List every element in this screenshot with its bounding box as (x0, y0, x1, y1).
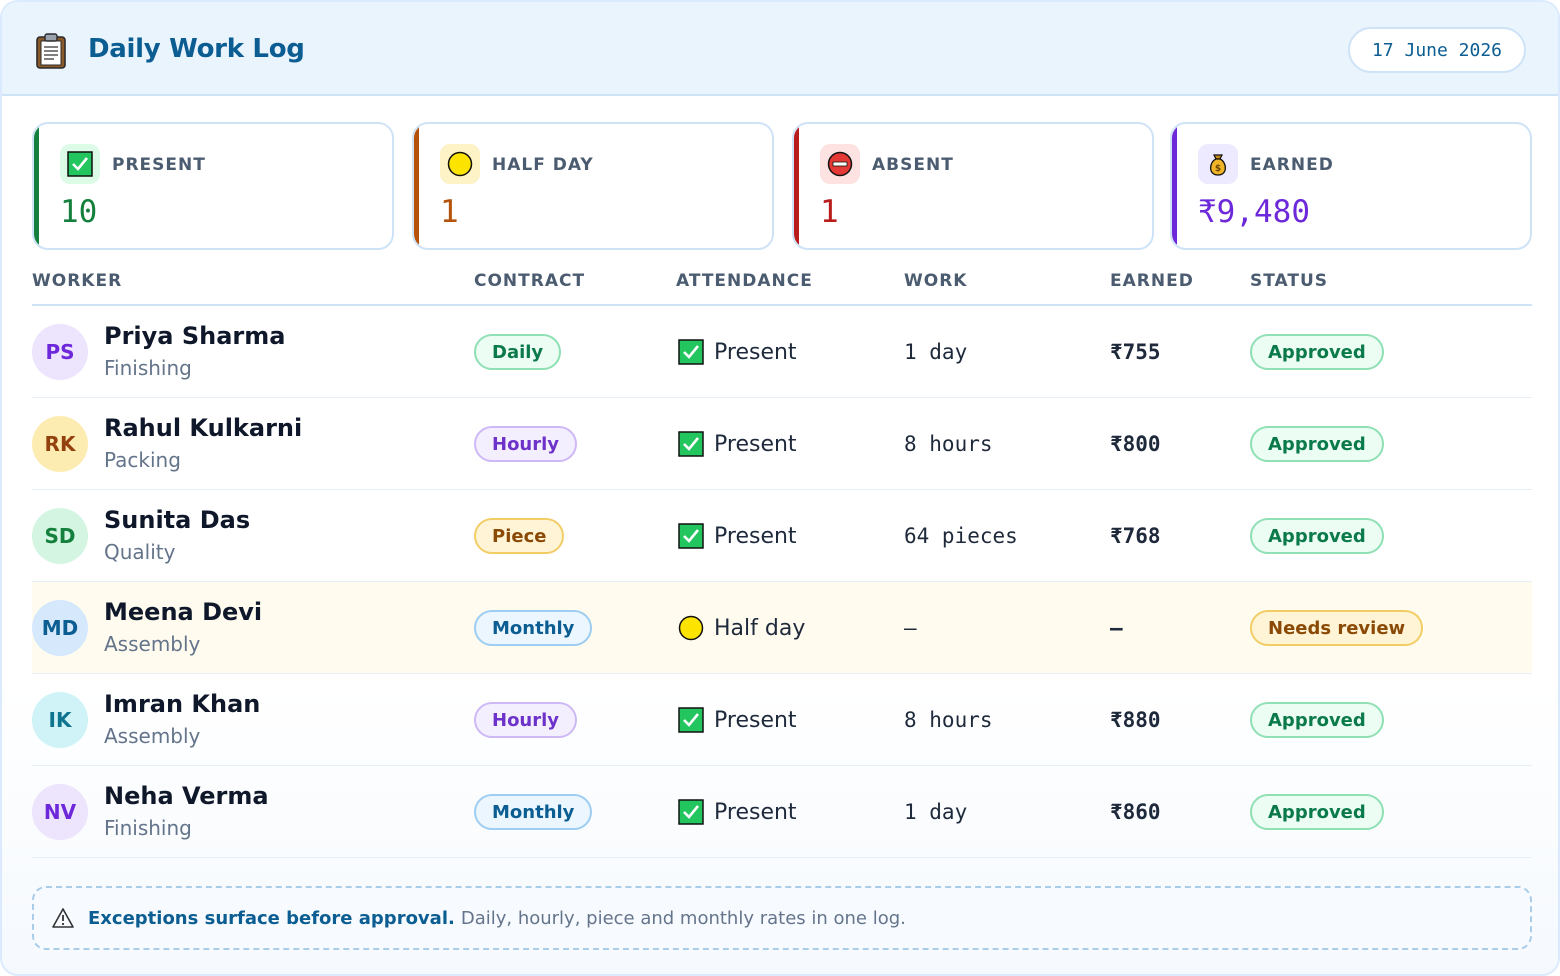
earned-value: ₹755 (1110, 340, 1161, 364)
yellow-circle-icon (678, 615, 704, 641)
contract-badge: Hourly (474, 702, 578, 738)
contract-badge: Monthly (474, 794, 593, 830)
check-box-icon (678, 339, 704, 365)
worker-department: Finishing (104, 356, 192, 380)
worker-name: Rahul Kulkarni (104, 414, 303, 442)
status-badge[interactable]: Approved (1250, 702, 1384, 738)
svg-text:$: $ (1215, 164, 1221, 174)
attendance-label: Present (714, 523, 797, 549)
attendance-cell: Present (678, 430, 797, 458)
summary-tile-present[interactable]: PRESENT 10 (32, 122, 394, 250)
work-value: – (904, 616, 917, 640)
status-badge[interactable]: Approved (1250, 334, 1384, 370)
worker-name: Imran Khan (104, 690, 261, 718)
worker-name: Neha Verma (104, 782, 269, 810)
summary-tile-half-day[interactable]: HALF DAY 1 (412, 122, 774, 250)
table-row[interactable]: MD Meena Devi Assembly Monthly Half day – – Nee… (32, 582, 1532, 674)
avatar: PS (32, 324, 88, 380)
table-row[interactable]: SD Sunita Das Quality Piece Present 64 pieces… (32, 490, 1532, 582)
avatar: NV (32, 784, 88, 840)
contract-badge: Piece (474, 518, 565, 554)
work-value: 64 pieces (904, 524, 1018, 548)
check-box-icon (678, 707, 704, 733)
work-value: 1 day (904, 800, 968, 824)
header: Daily Work Log 17 June 2026 (2, 2, 1558, 96)
work-value: 8 hours (904, 432, 993, 456)
check-box-icon (67, 151, 93, 177)
summary-value: ₹9,480 (1198, 194, 1310, 230)
attendance-label: Present (714, 339, 797, 365)
worker-department: Assembly (104, 724, 201, 748)
money-bag-icon: $ (1209, 154, 1227, 176)
earned-value: ₹768 (1110, 524, 1161, 548)
worker-name: Meena Devi (104, 598, 263, 626)
status-badge[interactable]: Approved (1250, 426, 1384, 462)
info-note: Exceptions surface before approval. Dail… (32, 886, 1532, 950)
date-badge[interactable]: 17 June 2026 (1348, 27, 1526, 73)
column-header-worker[interactable]: WORKER (32, 271, 123, 291)
note-heading: Exceptions surface before approval. (88, 907, 455, 929)
summary-label: HALF DAY (492, 155, 594, 175)
warning-icon (52, 908, 74, 928)
summary-tile-earned[interactable]: $ EARNED ₹9,480 (1170, 122, 1532, 250)
status-badge[interactable]: Approved (1250, 794, 1384, 830)
worker-department: Quality (104, 540, 176, 564)
attendance-cell: Present (678, 706, 797, 734)
attendance-label: Half day (714, 615, 806, 641)
check-box-icon (678, 523, 704, 549)
check-box-icon (678, 431, 704, 457)
summary-label: ABSENT (872, 155, 954, 175)
table-row[interactable]: NV Neha Verma Finishing Monthly Present 1 day… (32, 766, 1532, 858)
earned-value: ₹800 (1110, 432, 1161, 456)
worker-department: Finishing (104, 816, 192, 840)
table-header: WORKER CONTRACT ATTENDANCE WORK EARNED S… (32, 264, 1532, 306)
avatar: IK (32, 692, 88, 748)
table-row[interactable]: IK Imran Khan Assembly Hourly Present 8 hours… (32, 674, 1532, 766)
attendance-cell: Present (678, 522, 797, 550)
contract-badge: Daily (474, 334, 562, 370)
avatar: MD (32, 600, 88, 656)
page-title: Daily Work Log (88, 34, 305, 64)
avatar: RK (32, 416, 88, 472)
summary-value: 1 (440, 194, 459, 230)
column-header-attendance[interactable]: ATTENDANCE (676, 271, 813, 291)
column-header-work[interactable]: WORK (904, 271, 968, 291)
yellow-circle-icon (447, 151, 473, 177)
earned-value: ₹860 (1110, 800, 1161, 824)
column-header-contract[interactable]: CONTRACT (474, 271, 586, 291)
work-value: 8 hours (904, 708, 993, 732)
worker-name: Sunita Das (104, 506, 251, 534)
status-badge[interactable]: Approved (1250, 518, 1384, 554)
work-value: 1 day (904, 340, 968, 364)
worker-name: Priya Sharma (104, 322, 286, 350)
worker-department: Packing (104, 448, 181, 472)
attendance-label: Present (714, 707, 797, 733)
summary-label: EARNED (1250, 155, 1334, 175)
column-header-earned[interactable]: EARNED (1110, 271, 1194, 291)
contract-badge: Hourly (474, 426, 578, 462)
no-entry-icon (827, 151, 853, 177)
clipboard-icon (36, 33, 66, 69)
summary-tile-absent[interactable]: ABSENT 1 (792, 122, 1154, 250)
summary-value: 10 (60, 194, 98, 230)
summary-value: 1 (820, 194, 839, 230)
attendance-cell: Half day (678, 614, 805, 642)
earned-value: – (1110, 616, 1123, 640)
summary-label: PRESENT (112, 155, 206, 175)
attendance-cell: Present (678, 798, 797, 826)
avatar: SD (32, 508, 88, 564)
attendance-cell: Present (678, 338, 797, 366)
contract-badge: Monthly (474, 610, 593, 646)
worker-department: Assembly (104, 632, 201, 656)
status-badge[interactable]: Needs review (1250, 610, 1424, 646)
table-row[interactable]: RK Rahul Kulkarni Packing Hourly Present 8 ho… (32, 398, 1532, 490)
check-box-icon (678, 799, 704, 825)
table-row[interactable]: PS Priya Sharma Finishing Daily Present 1 day… (32, 306, 1532, 398)
attendance-label: Present (714, 431, 797, 457)
column-header-status[interactable]: STATUS (1250, 271, 1329, 291)
earned-value: ₹880 (1110, 708, 1161, 732)
attendance-label: Present (714, 799, 797, 825)
note-text: Daily, hourly, piece and monthly rates i… (460, 907, 906, 929)
